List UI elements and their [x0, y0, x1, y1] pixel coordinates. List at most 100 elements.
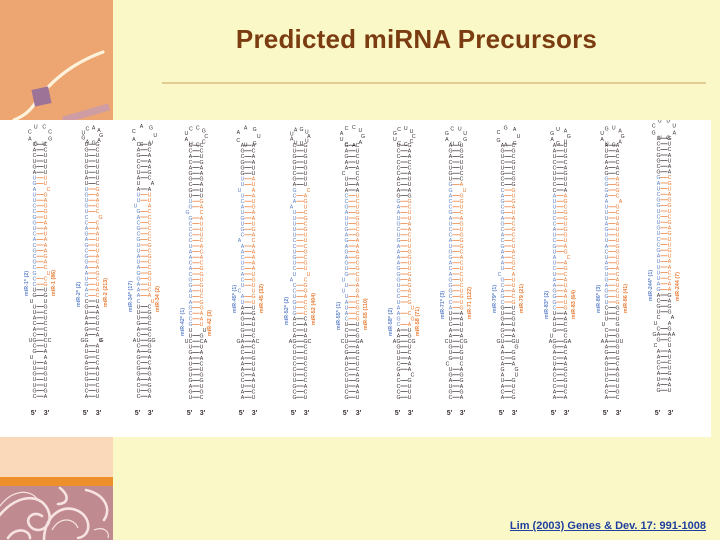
svg-text:C: C [44, 310, 48, 316]
svg-text:U: U [30, 355, 34, 361]
svg-text:C: C [132, 129, 136, 135]
svg-text:C: C [512, 221, 516, 227]
svg-text:A: A [564, 165, 568, 171]
svg-text:G: G [513, 141, 517, 147]
svg-text:G: G [615, 205, 619, 211]
svg-text:G: G [95, 187, 99, 193]
svg-text:U: U [96, 377, 100, 383]
svg-text:A: A [185, 137, 189, 143]
svg-text:A: A [601, 339, 605, 345]
svg-text:U: U [153, 133, 157, 139]
svg-text:U: U [616, 339, 620, 345]
svg-text:A: A [252, 373, 256, 379]
svg-text:3': 3' [252, 410, 258, 417]
svg-text:G: G [199, 389, 203, 395]
svg-text:U: U [200, 345, 204, 351]
svg-text:U: U [33, 159, 37, 165]
svg-text:U: U [616, 378, 620, 384]
svg-text:G: G [410, 317, 414, 323]
svg-text:A: A [360, 339, 364, 345]
citation-link[interactable]: Lim (2003) Genes & Dev. 17: 991-1008 [509, 520, 706, 532]
svg-text:G: G [32, 293, 36, 299]
svg-text:A: A [44, 355, 48, 361]
svg-text:G: G [500, 244, 504, 250]
svg-text:G: G [448, 277, 452, 283]
svg-text:A: A [241, 345, 245, 351]
svg-text:U: U [345, 294, 349, 300]
mirna-star-label: miR-79* (1) [491, 285, 498, 314]
svg-text:C: C [96, 360, 100, 366]
svg-text:A: A [408, 356, 412, 362]
svg-text:U: U [408, 238, 412, 244]
svg-text:U: U [185, 131, 189, 137]
svg-text:C: C [668, 276, 672, 282]
svg-text:A: A [605, 395, 609, 401]
svg-text:C: C [189, 272, 193, 278]
svg-text:A: A [356, 188, 360, 194]
svg-text:A: A [605, 261, 609, 267]
svg-text:A: A [512, 328, 516, 334]
svg-text:C: C [256, 339, 260, 345]
svg-text:A: A [345, 149, 349, 155]
svg-text:C: C [652, 124, 656, 130]
svg-text:C: C [411, 373, 415, 379]
svg-text:U: U [397, 350, 401, 356]
svg-text:U: U [241, 177, 245, 183]
svg-text:U: U [605, 142, 609, 148]
svg-text:C: C [148, 226, 152, 232]
svg-text:C: C [96, 220, 100, 226]
svg-text:C: C [668, 270, 672, 276]
svg-text:U: U [137, 388, 141, 394]
svg-text:A: A [304, 193, 308, 199]
svg-text:G: G [407, 378, 411, 384]
svg-text:A: A [345, 233, 349, 239]
svg-text:A: A [241, 305, 245, 311]
svg-text:G: G [136, 271, 140, 277]
svg-text:G: G [147, 271, 151, 277]
svg-text:U: U [96, 394, 100, 400]
svg-text:U: U [33, 360, 37, 366]
svg-text:U: U [293, 216, 297, 222]
svg-text:G: G [459, 154, 463, 160]
svg-text:C: C [397, 160, 401, 166]
svg-text:5': 5' [447, 410, 453, 417]
svg-text:A: A [244, 125, 248, 131]
svg-text:U: U [397, 300, 401, 306]
svg-text:G: G [32, 372, 36, 378]
mirna-mature-label: miR-45 (32) [258, 284, 265, 314]
svg-text:U: U [345, 339, 349, 345]
svg-text:G: G [552, 289, 556, 295]
svg-text:A: A [397, 261, 401, 267]
svg-text:C: C [564, 333, 568, 339]
svg-text:U: U [44, 299, 48, 305]
svg-text:U: U [657, 136, 661, 142]
svg-text:C: C [96, 276, 100, 282]
svg-text:A: A [501, 193, 505, 199]
svg-text:G: G [32, 215, 36, 221]
svg-text:A: A [501, 373, 505, 379]
svg-text:A: A [668, 259, 672, 265]
svg-text:A: A [241, 389, 245, 395]
svg-text:A: A [293, 333, 297, 339]
svg-text:A: A [148, 355, 152, 361]
svg-text:G: G [147, 338, 151, 344]
svg-text:C: C [397, 154, 401, 160]
svg-text:G: G [615, 333, 619, 339]
svg-text:A: A [44, 360, 48, 366]
svg-text:U: U [96, 388, 100, 394]
svg-text:G: G [202, 129, 206, 135]
svg-text:3': 3' [668, 410, 674, 417]
svg-text:G: G [147, 383, 151, 389]
svg-text:U: U [241, 333, 245, 339]
svg-text:C: C [202, 139, 206, 145]
svg-text:A: A [564, 244, 568, 250]
svg-text:G: G [667, 231, 671, 237]
svg-text:G: G [95, 142, 99, 148]
svg-text:C: C [148, 360, 152, 366]
svg-text:G: G [136, 237, 140, 243]
svg-text:U: U [44, 153, 48, 159]
svg-text:G: G [656, 287, 660, 293]
svg-text:A: A [657, 354, 661, 360]
svg-text:G: G [43, 293, 47, 299]
svg-text:U: U [252, 182, 256, 188]
